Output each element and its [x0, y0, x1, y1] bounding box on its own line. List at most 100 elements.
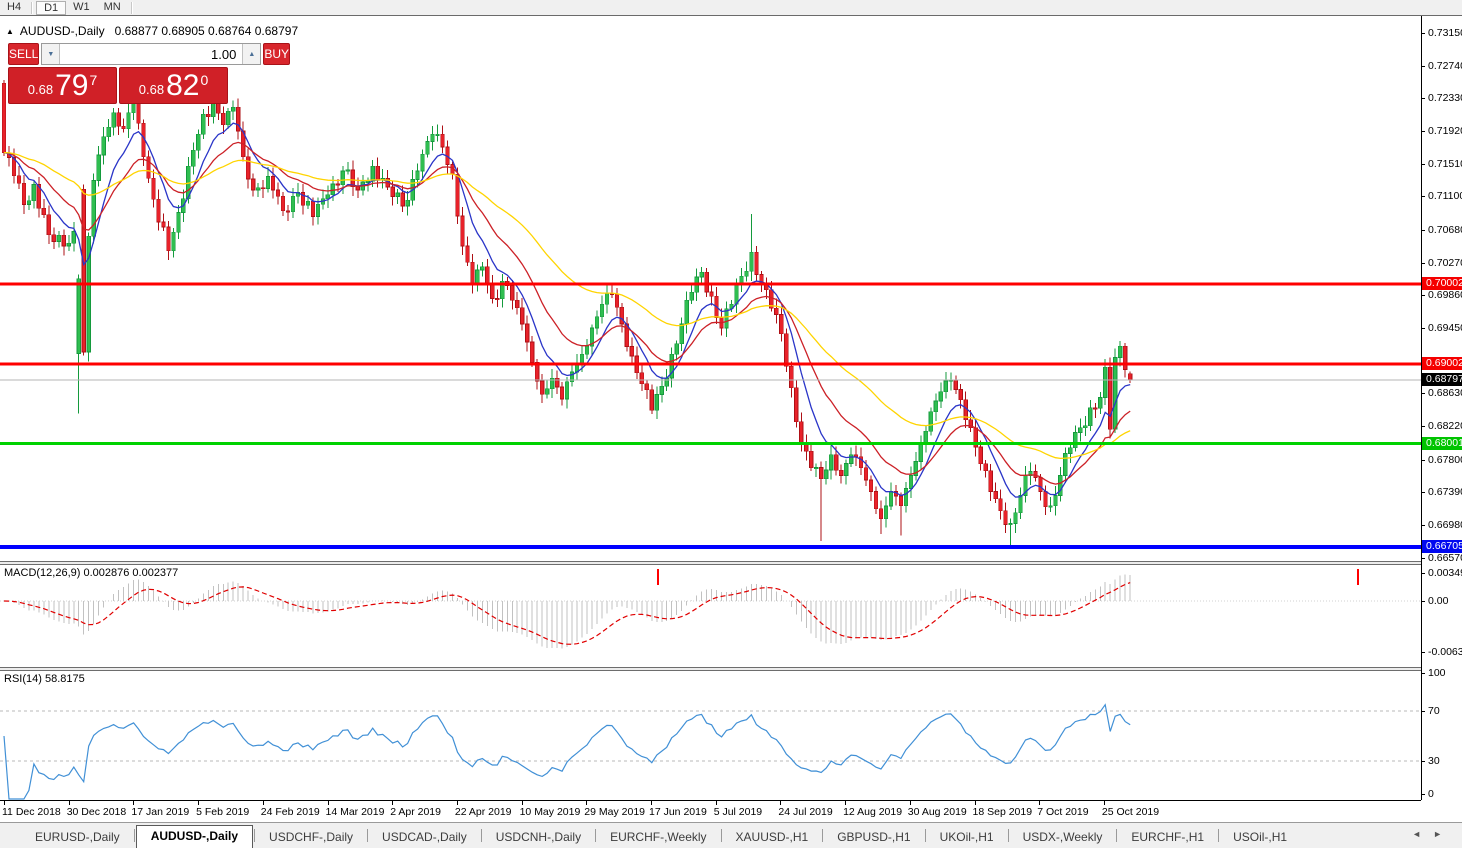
rsi-pane[interactable]: RSI(14) 58.8175 — [0, 671, 1421, 800]
price-level-badge: 0.66705 — [1422, 539, 1462, 553]
timeframe-button-w1[interactable]: W1 — [73, 1, 90, 13]
chart-tab-bar: EURUSD-,Daily AUDUSD-,Daily USDCHF-,Daily U… — [0, 822, 1462, 848]
date-axis[interactable]: 11 Dec 2018 30 Dec 2018 17 Jan 2019 5 Feb 2… — [0, 800, 1462, 823]
chart-tab-eurchf-h1[interactable]: EURCHF-,H1 — [1131, 830, 1205, 844]
pane-separator[interactable] — [0, 561, 1462, 565]
collapse-icon[interactable]: ▲ — [6, 26, 14, 36]
date-axis-label: 14 Mar 2019 — [325, 806, 385, 818]
date-axis-label: 11 Dec 2018 — [2, 806, 61, 818]
price-level-badge: 0.70002 — [1422, 277, 1462, 291]
axis-tick — [1421, 393, 1425, 395]
volume-increase-icon[interactable]: ▲ — [242, 44, 261, 64]
axis-tick — [1421, 262, 1425, 264]
buy-price-small: 0.68 — [138, 82, 165, 97]
rsi-axis-label: 70 — [1428, 704, 1440, 717]
date-axis-tick — [521, 801, 523, 805]
price-pane[interactable]: ▲ AUDUSD-,Daily 0.68877 0.68905 0.68764 … — [0, 16, 1421, 561]
chart-tab-eurusd-daily[interactable]: EURUSD-,Daily — [35, 830, 120, 844]
timeframe-button-d1[interactable]: D1 — [36, 0, 67, 15]
date-axis-label: 10 May 2019 — [519, 806, 581, 818]
axis-tick — [1421, 98, 1425, 100]
date-axis-tick — [845, 801, 847, 805]
chart-tab-xauusd-h1[interactable]: XAUUSD-,H1 — [735, 830, 809, 844]
tab-separator — [1218, 829, 1220, 842]
volume-input[interactable] — [60, 44, 243, 64]
tab-separator — [367, 829, 369, 842]
volume-decrease-icon[interactable]: ▼ — [42, 44, 61, 64]
macd-axis-label: 0.00349 — [1428, 567, 1462, 580]
tab-separator — [822, 829, 824, 842]
price-axis-label: 0.71100 — [1428, 190, 1462, 203]
chart-tab-eurchf-weekly[interactable]: EURCHF-,Weekly — [610, 830, 707, 844]
axis-tick — [1421, 229, 1425, 231]
axis-tick — [1421, 525, 1425, 527]
sell-price-box[interactable]: 0.68 79 7 — [8, 67, 117, 104]
date-axis-tick — [780, 801, 782, 805]
date-axis-label: 24 Jul 2019 — [778, 806, 833, 818]
date-axis-tick — [586, 801, 588, 805]
tab-separator — [720, 829, 722, 842]
axis-tick — [1421, 794, 1425, 795]
date-axis-tick — [974, 801, 976, 805]
chart-region: ▲ AUDUSD-,Daily 0.68877 0.68905 0.68764 … — [0, 15, 1462, 823]
date-axis-tick — [1103, 801, 1105, 805]
axis-tick — [1421, 673, 1425, 674]
rsi-chart-svg — [0, 703, 1421, 800]
axis-tick — [1421, 163, 1425, 165]
chart-tab-usdchf-daily[interactable]: USDCHF-,Daily — [269, 830, 354, 844]
date-axis-tick — [327, 801, 329, 805]
date-axis-tick — [715, 801, 717, 805]
axis-border — [1421, 16, 1422, 800]
chart-tab-usdcad-daily[interactable]: USDCAD-,Daily — [382, 830, 467, 844]
date-axis-label: 17 Jan 2019 — [131, 806, 190, 818]
macd-pane[interactable]: MACD(12,26,9) 0.002876 0.002377 — [0, 565, 1421, 667]
date-axis-label: 25 Oct 2019 — [1101, 806, 1160, 818]
date-axis-tick — [1039, 801, 1041, 805]
date-axis-label: 12 Aug 2019 — [843, 806, 903, 818]
tab-scroll-arrows[interactable]: ◄► — [1412, 829, 1454, 839]
price-chart-svg — [0, 80, 1421, 549]
tab-separator — [1116, 829, 1118, 842]
pane-separator[interactable] — [0, 667, 1462, 671]
axis-tick — [1421, 761, 1425, 763]
date-axis-label: 30 Dec 2018 — [66, 806, 127, 818]
chart-tab-gbpusd-h1[interactable]: GBPUSD-,H1 — [837, 830, 911, 844]
rsi-label: RSI(14) 58.8175 — [4, 673, 85, 685]
macd-axis-label: 0.00 — [1428, 595, 1449, 607]
tab-separator — [480, 829, 482, 842]
chart-tab-ukoil-h1[interactable]: UKOil-,H1 — [939, 830, 994, 844]
chart-tab-usdcnh-daily[interactable]: USDCNH-,Daily — [495, 830, 582, 844]
axis-tick — [1421, 557, 1425, 559]
date-axis-label: 2 Apr 2019 — [390, 806, 441, 818]
timeframe-button-mn[interactable]: MN — [103, 1, 121, 13]
one-click-trade-widget: SELL ▼ ▲ BUY 0.68 79 7 0.68 — [8, 43, 291, 104]
axis-tick — [1421, 651, 1425, 653]
timeframe-button-h4[interactable]: H4 — [7, 1, 22, 13]
sell-button[interactable]: SELL — [8, 43, 40, 65]
buy-price-sup: 0 — [200, 71, 209, 88]
axis-tick — [1421, 131, 1425, 133]
buy-button[interactable]: BUY — [263, 43, 291, 65]
chart-tab-audusd-daily[interactable]: AUDUSD-,Daily — [135, 825, 254, 848]
axis-tick — [1421, 573, 1425, 575]
rsi-axis-label: 0 — [1428, 788, 1434, 800]
buy-price-box[interactable]: 0.68 82 0 — [119, 67, 228, 104]
rsi-axis-label: 30 — [1428, 755, 1440, 768]
date-axis-tick — [198, 801, 200, 805]
date-axis-label: 30 Aug 2019 — [907, 806, 967, 818]
tab-separator — [1007, 829, 1009, 842]
axis-tick — [1421, 426, 1425, 428]
chart-tab-usoil-h1[interactable]: USOil-,H1 — [1233, 830, 1288, 844]
tab-separator — [254, 829, 256, 842]
tab-separator — [595, 829, 597, 842]
chart-tab-usdx-weekly[interactable]: USDX-,Weekly — [1022, 830, 1103, 844]
date-axis-tick — [262, 801, 264, 805]
